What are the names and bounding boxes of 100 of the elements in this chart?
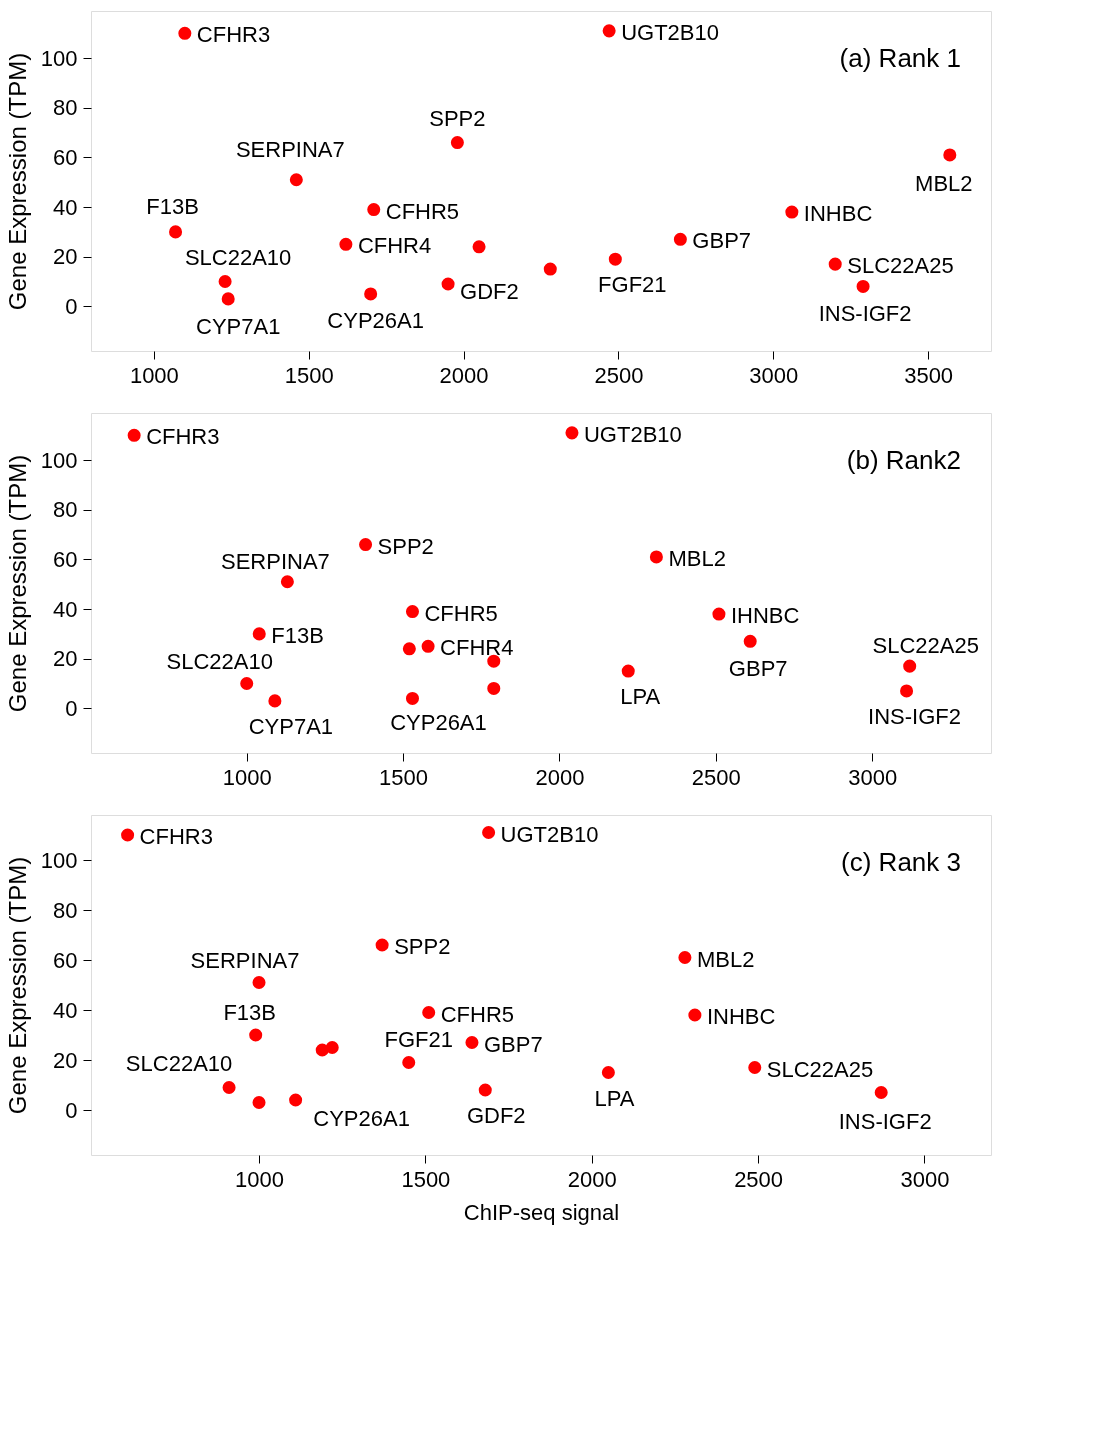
- point: [249, 1028, 263, 1042]
- point: [543, 262, 557, 276]
- point: [268, 694, 282, 708]
- point: [743, 634, 757, 648]
- y-tick-label: 80: [53, 497, 78, 523]
- point: [678, 950, 692, 965]
- point: [472, 240, 486, 254]
- point: [325, 1040, 339, 1055]
- point: [903, 659, 917, 673]
- x-tick-label: 2500: [691, 764, 741, 790]
- y-tick-label: 20: [53, 244, 78, 270]
- annotation: (a) Rank 1: [839, 43, 961, 73]
- annotation: FGF21: [384, 1026, 453, 1052]
- annotation: UGT2B10: [583, 421, 682, 447]
- annotation: SERPINA7: [190, 947, 300, 973]
- y-tick-label: 0: [65, 1097, 78, 1123]
- point: [828, 257, 842, 271]
- point: [280, 575, 294, 589]
- annotation: CFHR5: [385, 198, 460, 224]
- annotation: SLC22A25: [872, 633, 979, 659]
- point: [487, 681, 501, 695]
- point: [364, 287, 378, 301]
- x-tick-label: 2000: [439, 362, 489, 388]
- point: [422, 1005, 436, 1020]
- y-tick-label: 40: [53, 194, 78, 220]
- annotation: GBP7: [483, 1031, 543, 1057]
- x-tick-label: 3000: [749, 362, 799, 388]
- annotation: (b) Rank2: [846, 445, 961, 475]
- y-axis-title: Gene Expression (TPM): [3, 856, 31, 1115]
- point: [169, 225, 183, 239]
- annotation: F13B: [146, 193, 199, 219]
- x-tick-label: 2000: [535, 764, 585, 790]
- x-tick-label: 3500: [904, 362, 954, 388]
- annotation: CYP26A1: [390, 710, 487, 736]
- y-tick-label: 100: [40, 45, 78, 71]
- point: [367, 203, 381, 217]
- y-tick-label: 20: [53, 646, 78, 672]
- annotation: CFHR3: [146, 424, 220, 450]
- point: [487, 654, 501, 668]
- annotation: CFHR5: [424, 600, 498, 626]
- annotation: GDF2: [460, 278, 519, 304]
- annotation: SERPINA7: [220, 548, 330, 574]
- annotation: SLC22A10: [184, 244, 292, 270]
- x-tick-label: 1500: [379, 764, 429, 790]
- annotation: MBL2: [696, 946, 755, 972]
- point: [856, 279, 870, 293]
- annotation: IHNBC: [730, 603, 800, 629]
- annotation: INHBC: [803, 201, 873, 227]
- point: [465, 1035, 479, 1050]
- y-axis-title: Gene Expression (TPM): [3, 454, 31, 713]
- point: [874, 1085, 888, 1100]
- point: [289, 1093, 303, 1107]
- x-tick-label: 1000: [129, 362, 179, 388]
- point: [601, 1065, 615, 1080]
- annotation: F13B: [271, 622, 324, 648]
- x-axis-title: ChIP-seq signal: [463, 1199, 620, 1225]
- annotation: LPA: [620, 684, 661, 710]
- annotation: CFHR4: [357, 233, 432, 259]
- point: [785, 205, 799, 219]
- annotation: INS-IGF2: [868, 703, 962, 729]
- y-tick-label: 100: [40, 447, 78, 473]
- y-tick-label: 60: [53, 144, 78, 170]
- x-tick-label: 1500: [401, 1166, 451, 1192]
- point: [218, 275, 232, 289]
- point: [402, 642, 416, 656]
- y-tick-label: 40: [53, 997, 78, 1023]
- y-tick-label: 100: [40, 847, 78, 873]
- annotation: SERPINA7: [235, 136, 345, 162]
- annotation: MBL2: [915, 170, 973, 196]
- annotation: CFHR3: [139, 824, 213, 849]
- annotation: F13B: [223, 1000, 276, 1025]
- y-tick-label: 40: [53, 596, 78, 622]
- x-tick-label: 1000: [235, 1166, 284, 1192]
- annotation: GBP7: [728, 656, 788, 682]
- annotation: CYP7A1: [196, 313, 281, 339]
- point: [289, 173, 303, 187]
- x-tick-label: 2000: [567, 1166, 617, 1192]
- point: [421, 639, 435, 653]
- annotation: CYP26A1: [313, 1106, 410, 1131]
- y-tick-label: 0: [65, 293, 78, 319]
- x-tick-label: 3000: [848, 764, 898, 790]
- point: [402, 1055, 416, 1070]
- point: [565, 426, 579, 440]
- point: [252, 1095, 266, 1110]
- point: [121, 828, 135, 842]
- annotation: SPP2: [394, 934, 451, 959]
- annotation: LPA: [594, 1085, 635, 1111]
- point: [405, 605, 419, 619]
- y-tick-label: 60: [53, 546, 78, 572]
- y-axis-title: Gene Expression (TPM): [3, 52, 31, 311]
- point: [482, 825, 496, 840]
- y-tick-label: 60: [53, 947, 78, 973]
- point: [621, 664, 635, 678]
- point: [712, 607, 726, 621]
- y-tick-label: 80: [53, 897, 78, 923]
- point: [359, 538, 373, 552]
- point: [127, 428, 141, 442]
- point: [240, 677, 254, 691]
- x-tick-label: 1500: [284, 362, 334, 388]
- point: [478, 1083, 492, 1097]
